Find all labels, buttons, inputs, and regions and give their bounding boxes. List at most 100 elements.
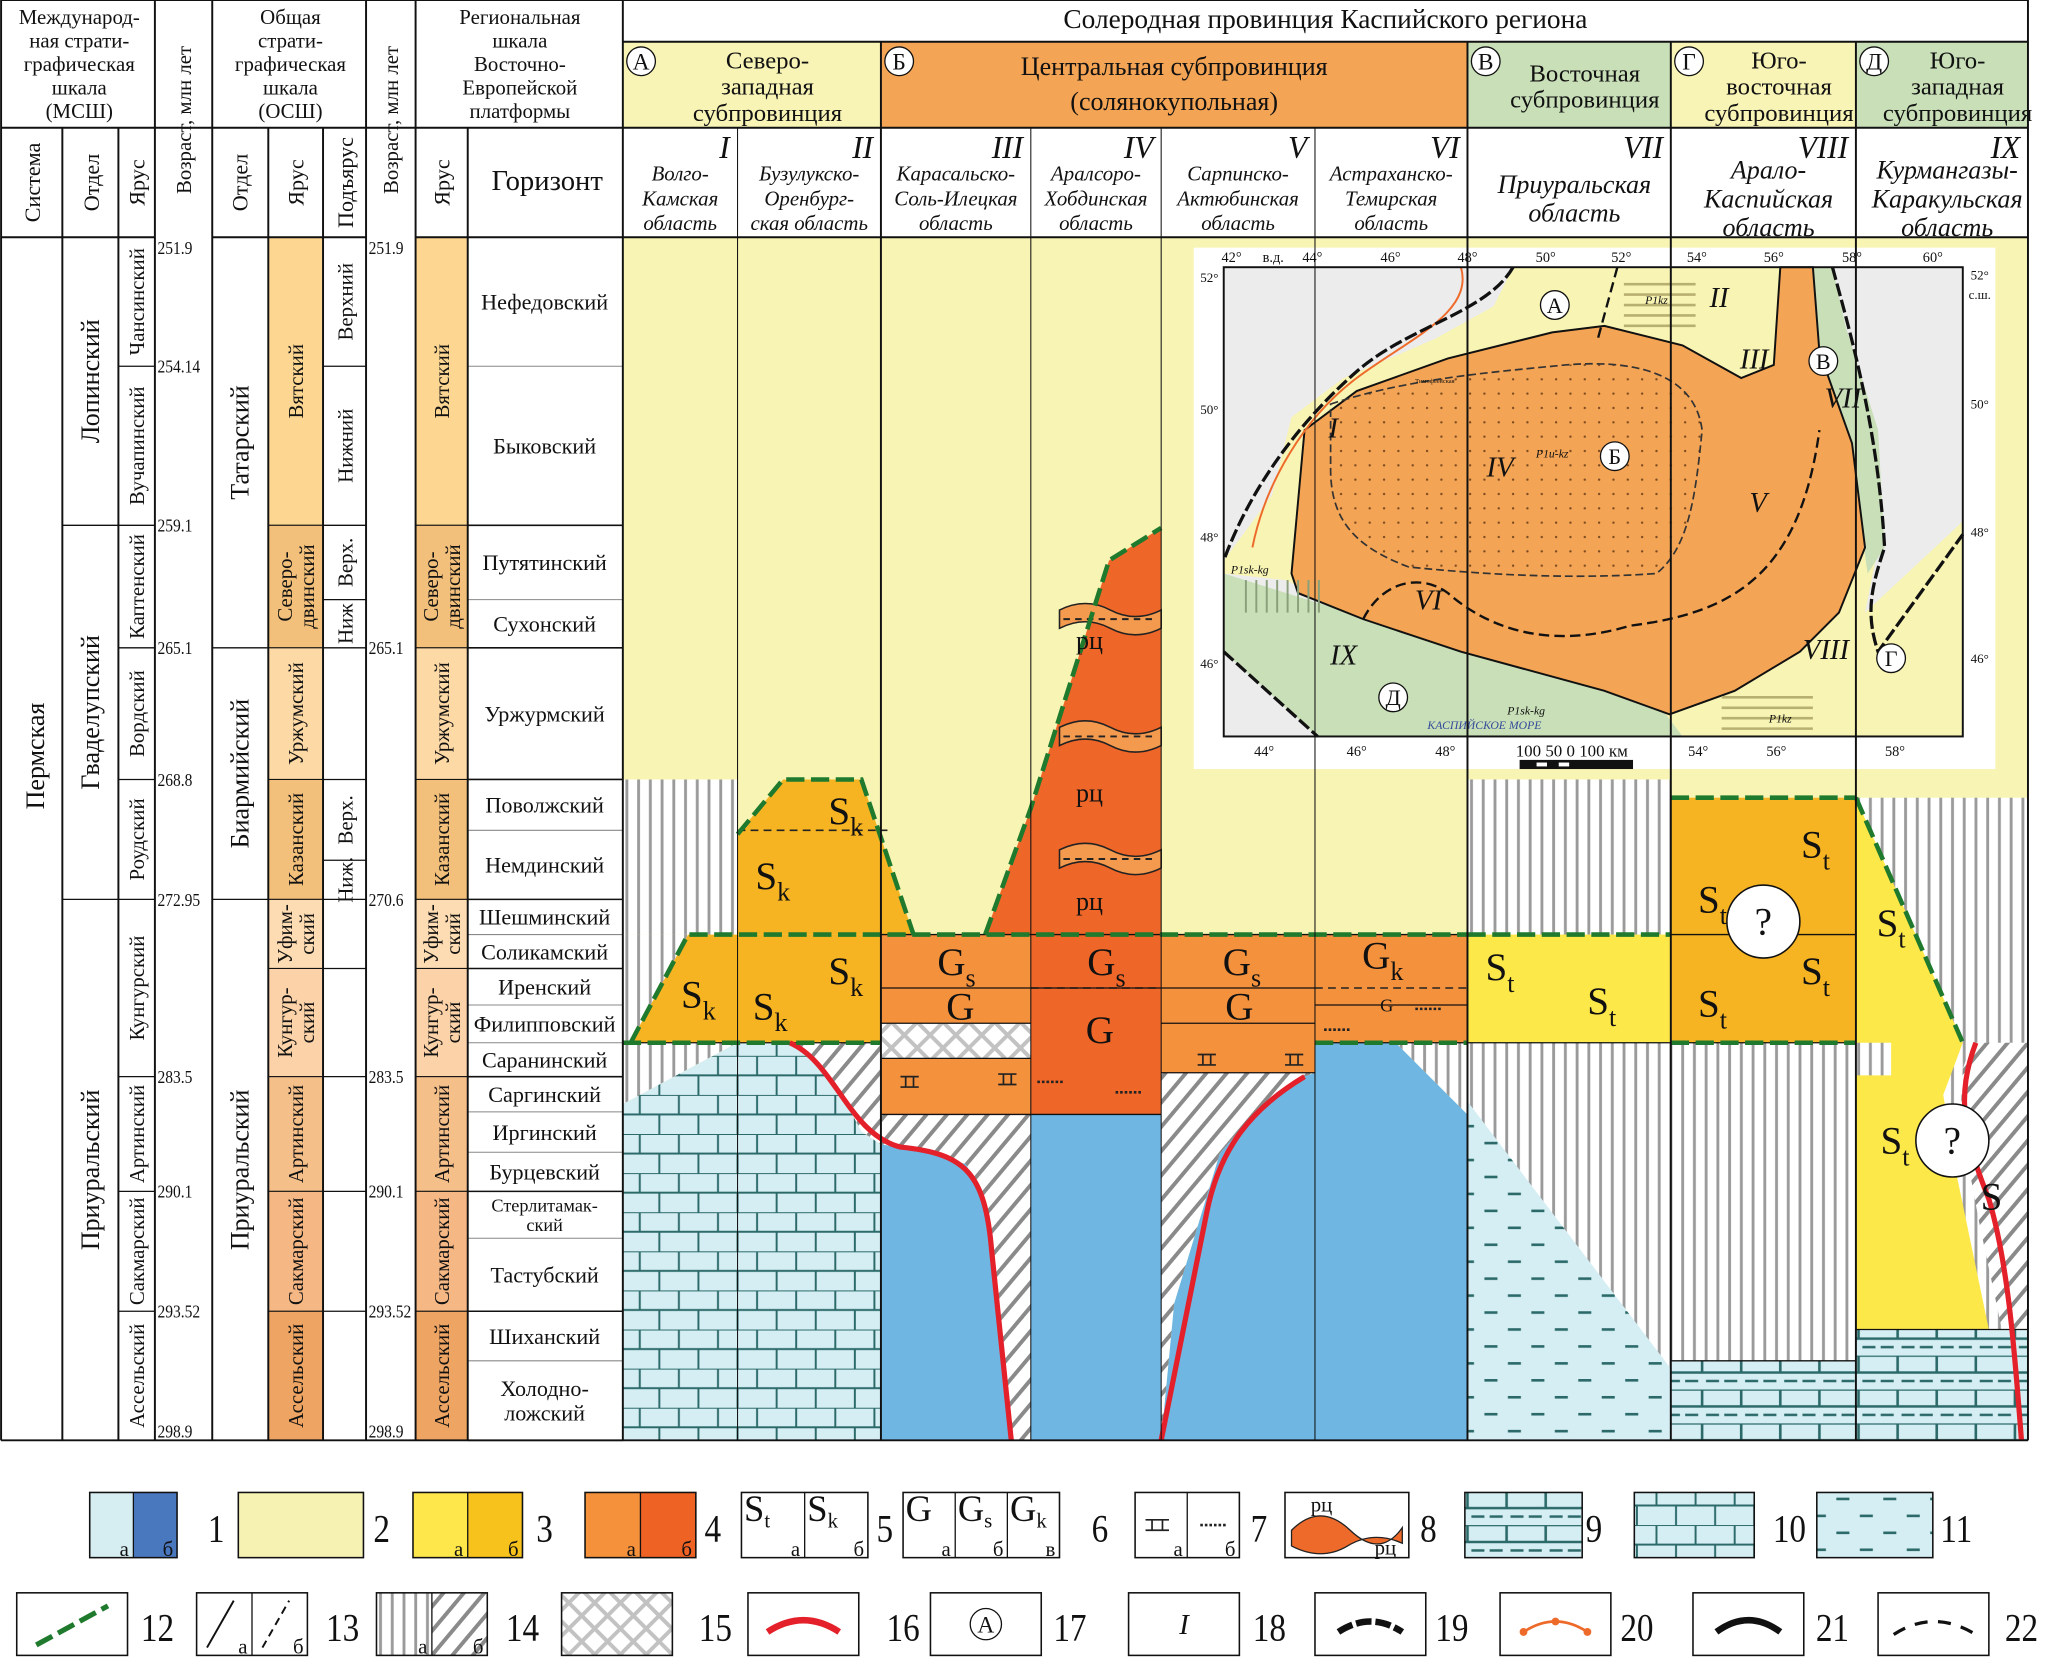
map-latitude-tick: 48° — [1971, 524, 1989, 539]
legend-swatch — [431, 1592, 488, 1656]
map-latitude-tick: 50° — [1200, 402, 1218, 417]
msh-age-value: 251.9 — [158, 238, 193, 258]
legend-sub-label: а — [941, 1537, 950, 1561]
subprovince-name: Юго-восточная субпровинция — [1704, 48, 1853, 127]
text-line: Тастубский — [490, 1263, 598, 1288]
legend-salt-boundary — [35, 1603, 110, 1648]
map-area-boundary — [1596, 266, 1619, 340]
lithology-subscript: t — [1823, 846, 1831, 875]
text-line: 298.9 — [369, 1421, 404, 1441]
legend-symbol: G — [906, 1488, 932, 1529]
legend-sub-label: б — [853, 1537, 864, 1561]
area-numeral: III — [991, 130, 1025, 165]
legend-symbol-subscript: t — [764, 1509, 770, 1533]
lithology-symbol: S — [1698, 878, 1720, 921]
hiatus-stripes — [1855, 1042, 1892, 1076]
text-line: шкала — [492, 29, 547, 53]
lithology-label: рц — [1076, 626, 1103, 655]
map-unit-label: P1sk-kg — [1230, 564, 1269, 577]
horizon-name: Тастубский — [490, 1263, 598, 1288]
text-line: Восточная — [1529, 61, 1640, 88]
text-line: 12 — [141, 1606, 174, 1649]
text-line: P1kz — [1644, 294, 1668, 307]
map-longitude-tick: 54° — [1687, 250, 1707, 266]
osh-podyarus: Ниж. — [334, 857, 358, 903]
lithology-subscript: t — [1898, 925, 1906, 954]
legend-box — [1314, 1592, 1427, 1657]
text-line: А — [1547, 293, 1563, 318]
area-numeral: VIII — [1798, 130, 1850, 165]
legend-swatch — [238, 1492, 364, 1558]
regional-yarus-cell — [415, 1076, 469, 1192]
legend-number: 6 — [1092, 1507, 1109, 1550]
map-scale-bar-tick — [1558, 762, 1570, 767]
lithology-symbol: S — [1801, 824, 1823, 867]
legend-sub-label: б — [508, 1537, 519, 1561]
map-scale-bar-tick — [1536, 762, 1547, 767]
lithology-label: Sk — [828, 950, 864, 1002]
osh-yarus-cell — [267, 1076, 324, 1192]
lithology-symbol: S — [755, 855, 777, 898]
msh-age-value: 293.52 — [158, 1302, 201, 1322]
legend-item: 12 — [15, 1592, 174, 1657]
text-line: область — [1201, 211, 1275, 235]
text-line: Кунгур- — [273, 987, 297, 1057]
text-line: (солянокупольная) — [1070, 87, 1278, 116]
legend-lens-label: рц — [1375, 1536, 1397, 1560]
legend-sub-label: а — [418, 1635, 427, 1658]
lithology-label: Sk — [681, 974, 717, 1026]
text-line: 18 — [1253, 1606, 1286, 1649]
text-line: Арало- — [1729, 156, 1806, 185]
legend-sub-label: а — [627, 1537, 636, 1561]
lithology-subscript: t — [1720, 1005, 1728, 1034]
subprovince-letter: Д — [1866, 49, 1882, 75]
text-line: Европейской — [462, 76, 577, 100]
text-line: VII — [1825, 383, 1863, 415]
subprovince-marker — [1470, 46, 1501, 77]
lithology-label: рц — [1076, 887, 1103, 916]
text-line: Ярус — [124, 159, 149, 206]
lithology-symbol: S — [1698, 983, 1720, 1026]
text-line: Шешминский — [479, 905, 610, 930]
text-line: 283.5 — [369, 1067, 404, 1087]
text-line: Тимофеевская — [1415, 378, 1454, 385]
text-line: VI — [1415, 585, 1444, 617]
text-line: Бузулукско- — [758, 162, 859, 186]
text-line: VII — [1623, 130, 1665, 165]
text-line: Оренбург- — [764, 186, 854, 210]
horizon-name: Нефедовский — [481, 290, 608, 315]
column-subheader: Отдел — [79, 154, 104, 212]
msh-yarus: Вучапинский — [125, 386, 149, 505]
red-clay-wedge — [985, 527, 1162, 1115]
area-name: Арало-Каспийская область — [1703, 156, 1833, 242]
text-line: III — [1739, 343, 1770, 375]
text-line: Гваделупский — [76, 635, 105, 790]
text-line: Сухонский — [493, 611, 596, 636]
subprovince-header-cell — [1467, 41, 1671, 128]
text-line: графическая — [24, 52, 135, 76]
area-numeral: VII — [1623, 130, 1665, 165]
horizon-name: Саранинский — [482, 1047, 607, 1072]
text-line: Шиханский — [489, 1324, 600, 1349]
legend-sub-label: б — [293, 1635, 304, 1658]
legend-box — [1284, 1491, 1410, 1559]
map-province-boundary — [1222, 650, 1319, 738]
text-line: б — [1225, 1537, 1236, 1561]
legend-item: G Gs Gkа б в 6 — [902, 1488, 1109, 1561]
text-line: субпровинция — [693, 100, 842, 127]
erosion-hatch — [789, 1042, 1031, 1441]
lithology-label: Sk — [753, 985, 789, 1037]
osh-age-value: 298.9 — [369, 1421, 404, 1441]
text-line: Лопинский — [76, 319, 105, 443]
anhydrite-symbol — [1284, 1053, 1304, 1066]
legend-sub-label: б — [163, 1537, 174, 1561]
osh-age-value: 290.1 — [369, 1182, 404, 1202]
map-frame — [1222, 266, 1964, 738]
osh-yarus: Артинский — [284, 1085, 308, 1183]
text-line: Биармийский — [226, 699, 255, 849]
text-line: западная — [1911, 74, 2004, 101]
text-line: Каптенский — [125, 534, 149, 639]
map-area-numeral: II — [1709, 282, 1731, 314]
column-subheader: Ярус — [429, 159, 454, 206]
regional-yarus-cell — [415, 778, 469, 900]
